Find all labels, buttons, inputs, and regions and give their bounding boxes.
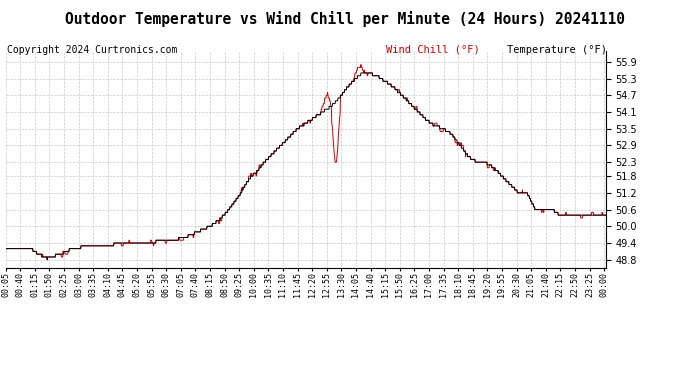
Text: Outdoor Temperature vs Wind Chill per Minute (24 Hours) 20241110: Outdoor Temperature vs Wind Chill per Mi…: [65, 11, 625, 27]
Text: Temperature (°F): Temperature (°F): [507, 45, 607, 55]
Text: Wind Chill (°F): Wind Chill (°F): [386, 45, 480, 55]
Text: Copyright 2024 Curtronics.com: Copyright 2024 Curtronics.com: [7, 45, 177, 55]
